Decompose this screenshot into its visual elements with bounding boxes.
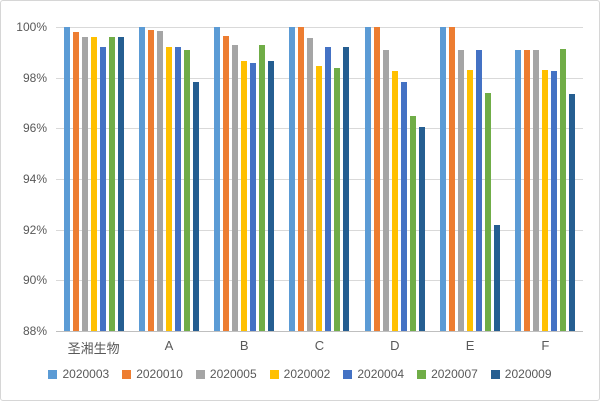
legend-label: 2020010	[136, 367, 183, 381]
bar-2020002-圣湘生物	[90, 37, 97, 331]
bar-group-7	[508, 27, 583, 331]
bar-2020007-C	[334, 67, 341, 331]
legend-label: 2020003	[62, 367, 110, 381]
bar-2020003-圣湘生物	[63, 27, 70, 331]
y-axis-tick-label: 100%	[16, 20, 47, 34]
x-axis-label-1: 圣湘生物	[67, 341, 120, 356]
bar-2020005-圣湘生物	[81, 37, 88, 331]
bar-2020005-A	[156, 30, 163, 331]
bar-2020005-F	[533, 49, 540, 331]
y-axis-tick-label: 90%	[22, 273, 47, 288]
legend-label: 2020004	[357, 367, 405, 381]
bar-2020003-D	[364, 27, 371, 331]
bar-2020009-C	[343, 47, 350, 331]
bar-2020009-A	[192, 81, 199, 331]
bar-2020004-C	[325, 47, 332, 331]
bar-2020007-A	[183, 49, 190, 331]
bar-2020007-E	[485, 92, 492, 331]
legend-label: 2020009	[504, 367, 552, 381]
y-axis-tick-label: 92%	[22, 222, 47, 237]
bar-2020004-E	[476, 49, 483, 331]
legend-label: 2020002	[283, 367, 331, 381]
x-axis: 圣湘生物 A B C D E F	[56, 338, 583, 357]
bar-2020004-A	[174, 47, 181, 331]
bar-2020007-F	[560, 48, 567, 331]
bar-2020010-E	[449, 27, 456, 331]
gridline	[56, 27, 583, 28]
x-axis-label-4: C	[314, 338, 325, 353]
bar-2020007-B	[259, 44, 266, 331]
y-axis-tick-label: 98%	[22, 70, 47, 85]
legend-swatch-icon	[48, 369, 58, 379]
bar-2020003-A	[138, 27, 145, 331]
x-axis-label-6: E	[465, 338, 475, 353]
bar-2020003-F	[515, 49, 522, 331]
x-axis-label-3: B	[239, 338, 249, 353]
bar-group-6	[432, 27, 507, 331]
legend-swatch-icon	[195, 369, 205, 379]
legend-item-2020005: 2020005	[195, 367, 257, 381]
bar-2020010-F	[524, 49, 531, 331]
bar-2020007-圣湘生物	[108, 37, 115, 331]
bar-2020003-C	[289, 27, 296, 331]
legend-item-2020007: 2020007	[417, 368, 478, 380]
bar-group-5	[357, 27, 432, 331]
bar-2020002-F	[542, 70, 549, 331]
legend-swatch-icon	[417, 369, 427, 379]
legend-label: 2020007	[431, 367, 478, 381]
y-axis-tick-label: 94%	[22, 172, 47, 186]
legend-item-2020010: 2020010	[122, 368, 183, 380]
bar-2020002-C	[316, 66, 323, 331]
y-axis-tick-label: 88%	[22, 324, 47, 338]
bar-2020005-D	[382, 49, 389, 331]
bar-group-2	[131, 27, 206, 331]
bar-group-4	[282, 27, 357, 331]
x-axis-line	[56, 331, 583, 332]
bar-2020004-F	[551, 71, 558, 331]
bar-2020009-圣湘生物	[117, 37, 124, 331]
bar-group-3	[207, 27, 282, 331]
legend-label: 2020005	[209, 367, 257, 381]
x-axis-label-7: F	[541, 338, 550, 353]
bar-2020004-B	[250, 62, 257, 331]
bar-2020009-B	[268, 61, 275, 331]
legend-swatch-icon	[490, 369, 500, 379]
x-axis-label-2: A	[164, 338, 174, 353]
bar-2020009-D	[418, 127, 425, 331]
bar-2020005-E	[458, 49, 465, 331]
bar-2020002-B	[241, 61, 248, 331]
legend-item-2020003: 2020003	[48, 368, 109, 380]
legend-item-2020009: 2020009	[490, 367, 552, 381]
bar-2020010-C	[298, 27, 305, 331]
bar-group-1	[56, 27, 131, 331]
bar-2020005-C	[307, 38, 314, 331]
x-axis-label-5: D	[390, 338, 400, 353]
legend: 2020003 2020010 2020005 2020002 2020004 20200…	[1, 368, 599, 380]
bar-2020002-A	[165, 47, 172, 331]
bar-2020007-D	[409, 115, 416, 331]
y-axis-tick-label: 96%	[22, 121, 47, 136]
bar-2020009-E	[494, 224, 501, 331]
bar-2020009-F	[569, 94, 576, 331]
legend-swatch-icon	[122, 369, 132, 379]
bar-2020010-B	[223, 35, 230, 331]
legend-item-2020002: 2020002	[269, 367, 331, 381]
legend-item-2020004: 2020004	[343, 368, 404, 380]
legend-swatch-icon	[343, 369, 353, 379]
plot-area	[56, 27, 583, 331]
bar-2020003-E	[440, 27, 447, 331]
bar-2020003-B	[214, 27, 221, 331]
bar-2020004-圣湘生物	[99, 47, 106, 331]
bar-2020010-圣湘生物	[72, 32, 79, 331]
bar-2020005-B	[232, 44, 239, 331]
legend-swatch-icon	[269, 369, 279, 379]
bar-2020002-E	[467, 70, 474, 331]
bar-2020010-D	[373, 27, 380, 331]
bar-2020002-D	[391, 71, 398, 331]
bar-2020004-D	[400, 81, 407, 331]
bar-2020010-A	[147, 29, 154, 331]
